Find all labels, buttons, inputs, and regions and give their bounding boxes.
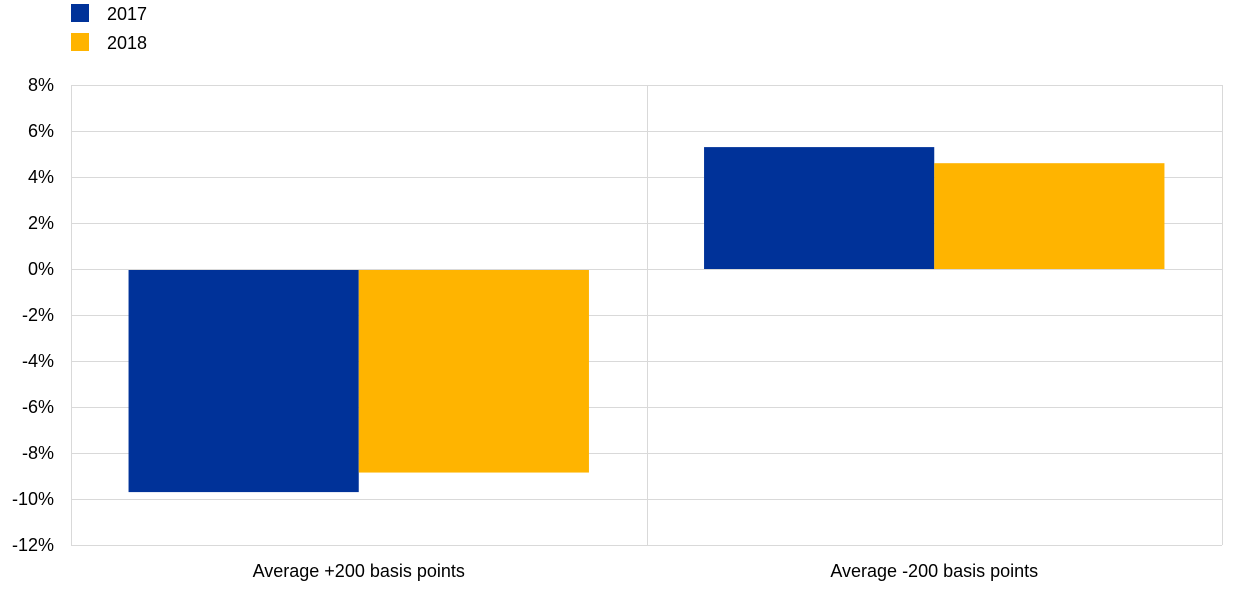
y-tick-label: -12% bbox=[12, 535, 54, 555]
y-axis-tick-labels: 8% 6% 4% 2% 0% -2% -4% -6% -8% -10% -12% bbox=[12, 75, 54, 555]
bar-2018-2 bbox=[934, 163, 1165, 269]
x-category-label: Average +200 basis points bbox=[253, 561, 465, 581]
y-tick-label: 8% bbox=[28, 75, 54, 95]
y-tick-label: 0% bbox=[28, 259, 54, 279]
bars bbox=[128, 147, 1165, 493]
axes bbox=[71, 85, 1223, 545]
legend: 2017 2018 bbox=[71, 4, 147, 53]
bar-2017-2 bbox=[704, 147, 935, 269]
y-tick-label: -6% bbox=[22, 397, 54, 417]
y-tick-label: -2% bbox=[22, 305, 54, 325]
x-category-label: Average -200 basis points bbox=[830, 561, 1038, 581]
legend-swatch-2018 bbox=[71, 33, 89, 51]
y-tick-label: 6% bbox=[28, 121, 54, 141]
y-tick-label: -8% bbox=[22, 443, 54, 463]
x-axis-category-labels: Average +200 basis points Average -200 ba… bbox=[253, 561, 1039, 581]
legend-label: 2018 bbox=[107, 33, 147, 53]
y-tick-label: -4% bbox=[22, 351, 54, 371]
y-tick-label: -10% bbox=[12, 489, 54, 509]
bar-2018-1 bbox=[358, 269, 589, 473]
y-tick-label: 4% bbox=[28, 167, 54, 187]
bar-2017-1 bbox=[128, 269, 359, 493]
legend-label: 2017 bbox=[107, 4, 147, 24]
legend-swatch-2017 bbox=[71, 4, 89, 22]
y-tick-label: 2% bbox=[28, 213, 54, 233]
